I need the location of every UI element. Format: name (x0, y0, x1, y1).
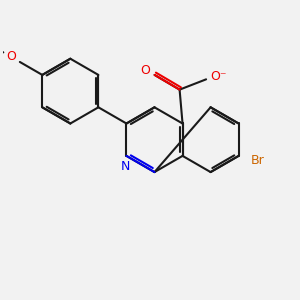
Text: N: N (121, 160, 130, 173)
Text: Br: Br (250, 154, 264, 167)
Text: O: O (6, 50, 16, 63)
Text: O: O (140, 64, 150, 77)
Text: O⁻: O⁻ (210, 70, 227, 83)
